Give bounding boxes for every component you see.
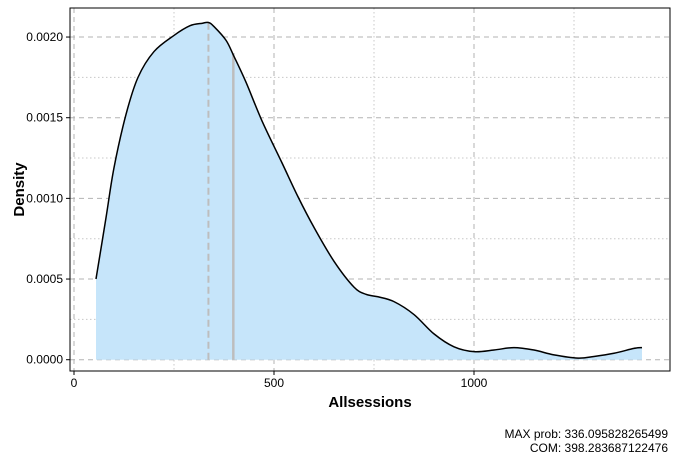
max-prob-caption: MAX prob: 336.095828265499 [504, 427, 668, 441]
y-tick-label: 0.0015 [26, 111, 63, 125]
y-axis-title: Density [11, 162, 28, 217]
x-tick-label: 1000 [461, 376, 488, 390]
y-tick-label: 0.0020 [26, 30, 63, 44]
y-tick-label: 0.0000 [26, 353, 63, 367]
y-tick-label: 0.0010 [26, 191, 63, 205]
density-area [96, 22, 642, 360]
com-caption: COM: 398.283687122476 [529, 441, 668, 455]
plot-frame [69, 7, 671, 372]
x-axis-title: Allsessions [328, 394, 411, 411]
x-tick-label: 500 [264, 376, 284, 390]
y-tick-label: 0.0005 [26, 272, 63, 286]
x-tick-label: 0 [71, 376, 78, 390]
plot-area [95, 21, 643, 360]
axis-ticks: 0 500 1000 0.0000 0.0005 0.0010 0.0015 0.0020 [26, 30, 487, 390]
density-line [95, 21, 643, 359]
